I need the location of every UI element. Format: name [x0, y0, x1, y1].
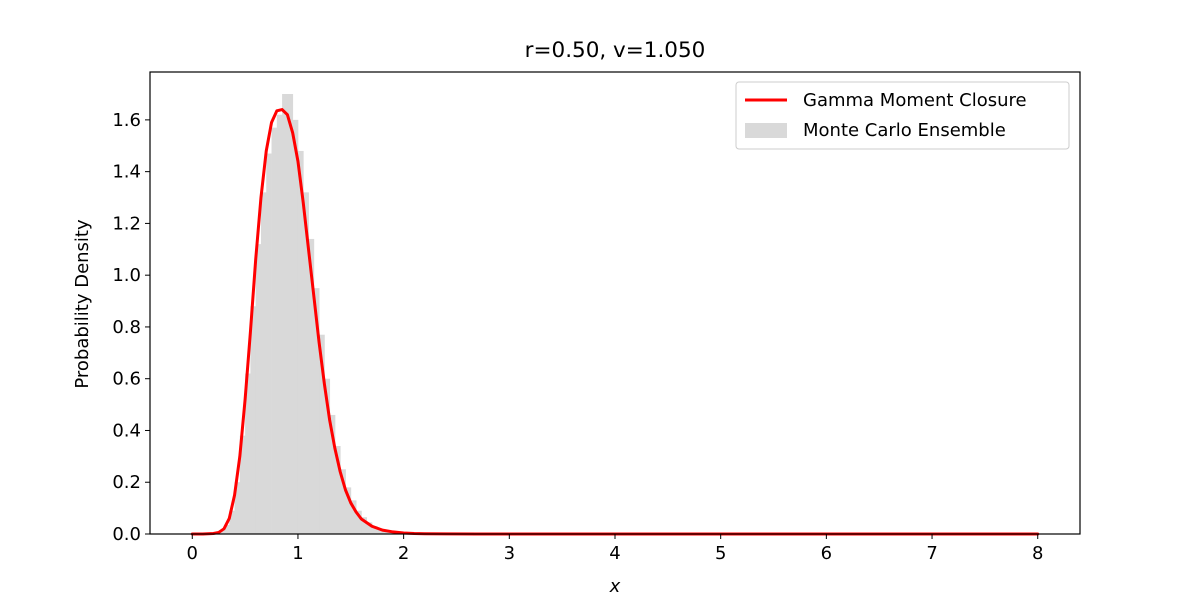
histogram-bar: [356, 510, 362, 534]
x-axis-label: x: [609, 576, 621, 597]
x-tick-label: 8: [1032, 543, 1043, 564]
histogram-bar: [313, 288, 320, 534]
histogram-bar: [292, 119, 299, 534]
x-tick-label: 0: [187, 543, 198, 564]
x-tick-label: 6: [821, 543, 832, 564]
histogram-bar: [377, 528, 383, 534]
plot-area: 0 1 2 3 4 5 6 7 8 0.0 0.2 0.4 0.6 0.8 1.0 1.2 1.4 1.6: [112, 71, 1081, 564]
y-tick-label: 1.2: [112, 213, 141, 234]
x-tick-label: 4: [609, 543, 620, 564]
histogram-bar: [255, 244, 262, 534]
chart-title: r=0.50, v=1.050: [525, 38, 706, 63]
histogram-bar: [282, 94, 288, 534]
y-tick-label: 1.0: [112, 265, 141, 286]
histogram-bar: [250, 306, 257, 534]
legend-box: [735, 81, 1070, 150]
histogram-bar: [239, 435, 246, 534]
histogram-bar: [245, 373, 251, 534]
histogram-bar: [266, 153, 272, 534]
y-tick-label: 1.6: [112, 110, 141, 131]
histogram-bar: [229, 510, 235, 534]
legend-label: Gamma Moment Closure: [803, 90, 1027, 111]
histogram-bar: [276, 114, 283, 535]
histogram-bar: [271, 127, 278, 535]
x-tick-label: 2: [398, 543, 409, 564]
histogram-bar: [260, 192, 267, 534]
y-tick-label: 0.8: [112, 317, 141, 338]
histogram-bar: [340, 469, 346, 534]
histogram-bar: [329, 414, 336, 534]
histogram-bar: [287, 94, 294, 534]
legend-patch-swatch: [745, 123, 787, 138]
x-tick-label: 1: [292, 543, 303, 564]
histogram-bar: [319, 334, 325, 534]
histogram-bar: [350, 500, 357, 534]
histogram-bar: [366, 522, 373, 534]
histogram-bar: [334, 446, 341, 534]
chart-legend: Gamma Moment Closure Monte Carlo Ensemble: [735, 81, 1070, 150]
histogram-bar: [297, 150, 304, 534]
legend-label: Monte Carlo Ensemble: [803, 120, 1006, 141]
x-tick-label: 3: [504, 543, 515, 564]
histogram-bar: [371, 526, 378, 534]
histogram-bar: [303, 192, 309, 534]
histogram-bar: [345, 487, 352, 534]
histogram-bar: [234, 482, 241, 534]
y-tick-label: 0.4: [112, 420, 141, 441]
histogram-bar: [223, 524, 230, 534]
y-axis-label: Probability Density: [72, 219, 93, 389]
histogram-bar: [324, 378, 331, 534]
y-tick-label: 0.2: [112, 472, 141, 493]
x-tick-label: 5: [715, 543, 726, 564]
y-tick-label: 0.0: [112, 524, 141, 545]
histogram-bar: [218, 530, 225, 534]
x-tick-label: 7: [926, 543, 937, 564]
histogram-bar: [308, 238, 315, 534]
histogram-bar: [382, 530, 389, 534]
y-tick-label: 1.4: [112, 162, 141, 183]
histogram-bar: [361, 517, 368, 534]
y-tick-label: 0.6: [112, 369, 141, 390]
